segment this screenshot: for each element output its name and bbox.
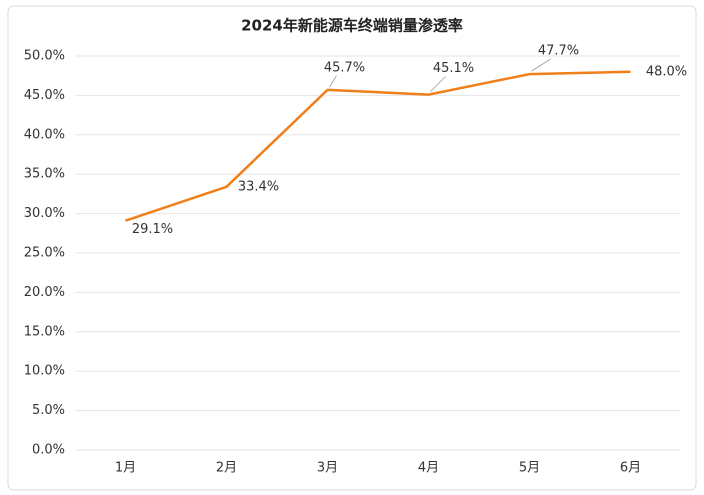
x-tick-label: 4月 [418,461,439,476]
x-tick-label: 2月 [216,461,237,476]
y-tick-label: 25.0% [24,246,65,261]
label-leader [329,75,337,88]
label-leader [430,76,446,92]
data-label: 29.1% [132,222,173,237]
y-tick-label: 50.0% [24,49,65,64]
y-tick-label: 10.0% [24,364,65,379]
y-tick-label: 35.0% [24,167,65,182]
data-line [125,70,631,222]
y-tick-label: 45.0% [24,88,65,103]
y-tick-label: 15.0% [24,324,65,339]
x-tick-label: 3月 [317,461,338,476]
label-leader [531,58,551,72]
chart-frame [7,5,697,491]
data-label: 47.7% [538,44,579,59]
data-label: 45.7% [324,60,365,75]
data-label: 45.1% [433,61,474,76]
y-tick-label: 0.0% [32,443,65,458]
y-tick-label: 20.0% [24,285,65,300]
y-tick-label: 5.0% [32,403,65,418]
y-tick-label: 40.0% [24,127,65,142]
x-tick-label: 5月 [519,461,540,476]
data-label: 48.0% [646,64,687,79]
x-tick-label: 6月 [620,461,641,476]
y-tick-label: 30.0% [24,206,65,221]
x-tick-label: 1月 [115,461,136,476]
chart-title: 2024年新能源车终端销量渗透率 [241,17,463,35]
data-label: 33.4% [238,179,279,194]
